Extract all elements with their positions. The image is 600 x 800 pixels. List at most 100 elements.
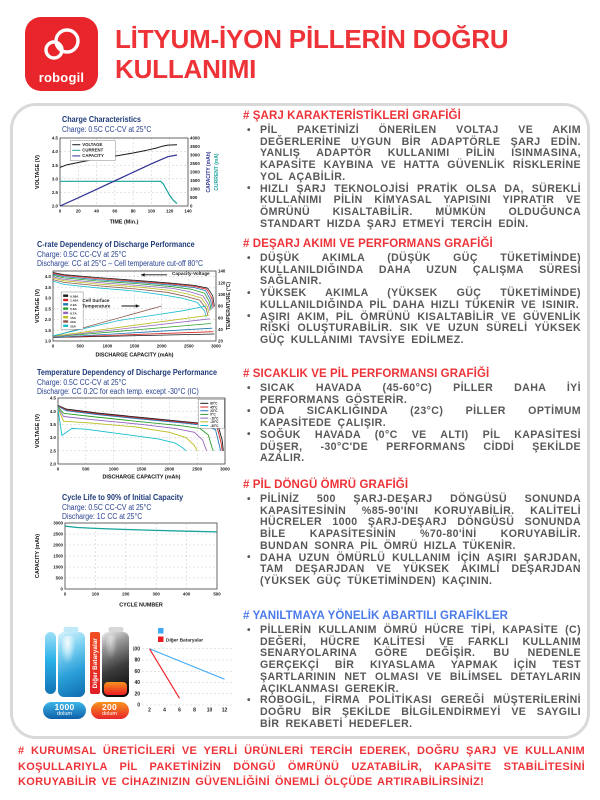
svg-text:100: 100 [218, 292, 226, 297]
svg-text:TIME (Min.): TIME (Min.) [110, 219, 139, 225]
svg-text:2000: 2000 [190, 169, 200, 174]
svg-text:2500: 2500 [53, 532, 63, 537]
robogil-logo: robogil [25, 17, 98, 91]
chart-subtitle: Charge: 0.5C CC-CV at 25°C [62, 124, 152, 134]
section-1: # ŞARJ KARAKTERİSTİKLERİ GRAFİĞİ PİL PAKE… [243, 110, 581, 230]
svg-text:140: 140 [184, 208, 192, 213]
chart-card-3: Temperature Dependency of Discharge Perf… [32, 367, 251, 486]
section-bullets: PİL PAKETİNİZİ ÖNERİLEN VOLTAJ VE AKIM D… [243, 124, 581, 231]
svg-text:140: 140 [218, 269, 226, 274]
dark-battery [102, 627, 129, 697]
svg-text:40: 40 [218, 327, 223, 332]
bullet-item: ROBOGİL, FİRMA POLİTİKASI GEREĞİ MÜŞTERİ… [243, 694, 581, 730]
header: robogil LİTYUM-İYON PİLLERİN DOĞRU KULLAN… [25, 17, 509, 91]
svg-text:20: 20 [218, 339, 223, 344]
svg-text:10: 10 [207, 708, 213, 714]
svg-text:6: 6 [178, 708, 181, 714]
svg-text:4.0: 4.0 [45, 274, 52, 279]
svg-text:-10°C: -10°C [210, 416, 219, 420]
bullet-item: DÜŞÜK AKIMLA (DÜŞÜK GÜÇ TÜKETİMİNDE) KUL… [243, 252, 581, 288]
chart-subtitle: Charge: 0.5C CC-CV at 25°C [37, 249, 127, 259]
svg-text:2500: 2500 [190, 161, 200, 166]
svg-text:4.0: 4.0 [50, 409, 57, 414]
svg-text:4: 4 [163, 708, 166, 714]
svg-text:100: 100 [92, 592, 100, 597]
svg-text:20: 20 [134, 691, 140, 697]
svg-text:0.58A: 0.58A [70, 294, 79, 298]
section-bullets: DÜŞÜK AKIMLA (DÜŞÜK GÜÇ TÜKETİMİNDE) KUL… [243, 252, 581, 347]
svg-text:8.7A: 8.7A [70, 312, 77, 316]
section-bullets: SICAK HAVADA (45-60°C) PİLLER DAHA İYİ P… [243, 382, 581, 465]
bullet-item: YÜKSEK AKIMLA (YÜKSEK GÜÇ TÜKETİMİNDE) K… [243, 287, 581, 311]
chart-subtitle: Discharge: 1C CC at 25°C [62, 512, 143, 521]
section-2: # DEŞARJ AKIMI VE PERFORMANS GRAFİĞİ DÜŞÜ… [243, 238, 581, 347]
chart-plot: 2 4 6 8 10 12 0 20 40 60 80 100 Diğer Bataryalar [132, 628, 232, 714]
svg-text:4.5: 4.5 [50, 396, 57, 401]
svg-text:500: 500 [77, 344, 85, 349]
svg-text:2.0: 2.0 [52, 203, 59, 208]
footer-note: # KURUMSAL ÜRETİCİLERİ VE YERLİ ÜRÜNLERİ… [18, 745, 585, 789]
svg-text:CAPACITY: CAPACITY [82, 153, 104, 158]
section-bullets: PİLLERİN KULLANIM ÖMRÜ HÜCRE TİPİ, KAPAS… [243, 624, 581, 730]
svg-text:2000: 2000 [157, 344, 167, 349]
chart-plot: 0 500 1000 1500 2000 2500 3000 1.0 1.5 2.0 2.5 3.0 3… [35, 269, 232, 359]
svg-text:CURRENT: CURRENT [82, 147, 103, 152]
svg-text:1000: 1000 [53, 565, 63, 570]
svg-text:Cell Surface: Cell Surface [82, 298, 109, 303]
chart-title: Cycle Life to 90% of Initial Capacity [62, 492, 184, 502]
logo-circles-icon [43, 28, 80, 60]
svg-text:TEMPERATURE (°C): TEMPERATURE (°C) [226, 282, 232, 330]
svg-text:VOLTAGE (V): VOLTAGE (V) [35, 154, 41, 188]
svg-text:200: 200 [122, 592, 130, 597]
svg-text:20: 20 [76, 208, 81, 213]
bullet-item: HIZLI ŞARJ TEKNOLOJİSİ PRATİK OLSA DA, S… [243, 183, 581, 231]
svg-text:3000: 3000 [211, 344, 221, 349]
svg-text:2500: 2500 [192, 467, 202, 472]
svg-text:CURRENT (mA): CURRENT (mA) [214, 153, 220, 191]
svg-text:3000: 3000 [220, 467, 230, 472]
svg-text:45°C: 45°C [210, 405, 218, 409]
chart-plot: 0 500 1000 1500 2000 2500 3000 2.0 2.5 3.0 3.5 4.0 4… [35, 396, 230, 481]
chart-title: Charge Characteristics [62, 114, 142, 124]
svg-text:40: 40 [134, 680, 140, 686]
bullet-item: SOĞUK HAVADA (0°C VE ALTI) PİL KAPASİTES… [243, 429, 581, 465]
section-4: # PİL DÖNGÜ ÖMRÜ GRAFİĞİ PİLİNİZ 500 ŞARJ… [243, 479, 581, 588]
svg-text:VOLTAGE (V): VOLTAGE (V) [35, 289, 41, 323]
svg-text:4.0: 4.0 [52, 149, 59, 154]
chart-card-2: C-rate Dependency of Discharge Performan… [32, 239, 242, 364]
svg-text:0: 0 [61, 587, 64, 592]
svg-text:0: 0 [52, 344, 55, 349]
svg-text:1500: 1500 [53, 554, 63, 559]
blue-battery [57, 627, 85, 697]
svg-text:1500: 1500 [130, 344, 140, 349]
section-heading: # DEŞARJ AKIMI VE PERFORMANS GRAFİĞİ [243, 238, 493, 250]
battery-cap [108, 627, 123, 632]
svg-text:3.0: 3.0 [45, 296, 52, 301]
chart-title: C-rate Dependency of Discharge Performan… [37, 239, 195, 249]
svg-text:15A: 15A [70, 316, 76, 320]
svg-text:CAPACITY (mAh): CAPACITY (mAh) [35, 534, 41, 578]
bullet-item: SICAK HAVADA (45-60°C) PİLLER DAHA İYİ P… [243, 382, 581, 406]
svg-text:CYCLE NUMBER: CYCLE NUMBER [119, 603, 163, 609]
svg-text:1000: 1000 [102, 344, 112, 349]
svg-text:-20°C: -20°C [210, 420, 219, 424]
bullet-item: PİL PAKETİNİZİ ÖNERİLEN VOLTAJ VE AKIM D… [243, 124, 581, 184]
svg-text:0°C: 0°C [210, 413, 216, 417]
svg-text:2000: 2000 [164, 467, 174, 472]
battery-cap [63, 627, 79, 632]
svg-text:-30°C: -30°C [210, 424, 219, 428]
decline-mini-chart: 2 4 6 8 10 12 0 20 40 60 80 100 Diğer Bataryalar [132, 628, 233, 723]
svg-text:VOLTAGE: VOLTAGE [82, 142, 102, 147]
svg-text:100: 100 [133, 646, 140, 652]
section-heading: # PİL DÖNGÜ ÖMRÜ GRAFİĞİ [243, 479, 409, 491]
blue-capsule [44, 632, 56, 694]
low-charge-level [104, 682, 127, 695]
svg-text:2: 2 [148, 708, 151, 714]
section-heading: # SICAKLIK VE PİL PERFORMANSI GRAFİĞİ [243, 368, 490, 380]
svg-text:60°C: 60°C [210, 402, 218, 406]
svg-text:0: 0 [137, 703, 140, 709]
other-battery-group: Diğer Bataryalar 200 dolum [90, 622, 129, 719]
svg-text:40: 40 [94, 208, 99, 213]
chart-subtitle: Charge: 0.5C CC-CV at 25°C [62, 502, 152, 512]
